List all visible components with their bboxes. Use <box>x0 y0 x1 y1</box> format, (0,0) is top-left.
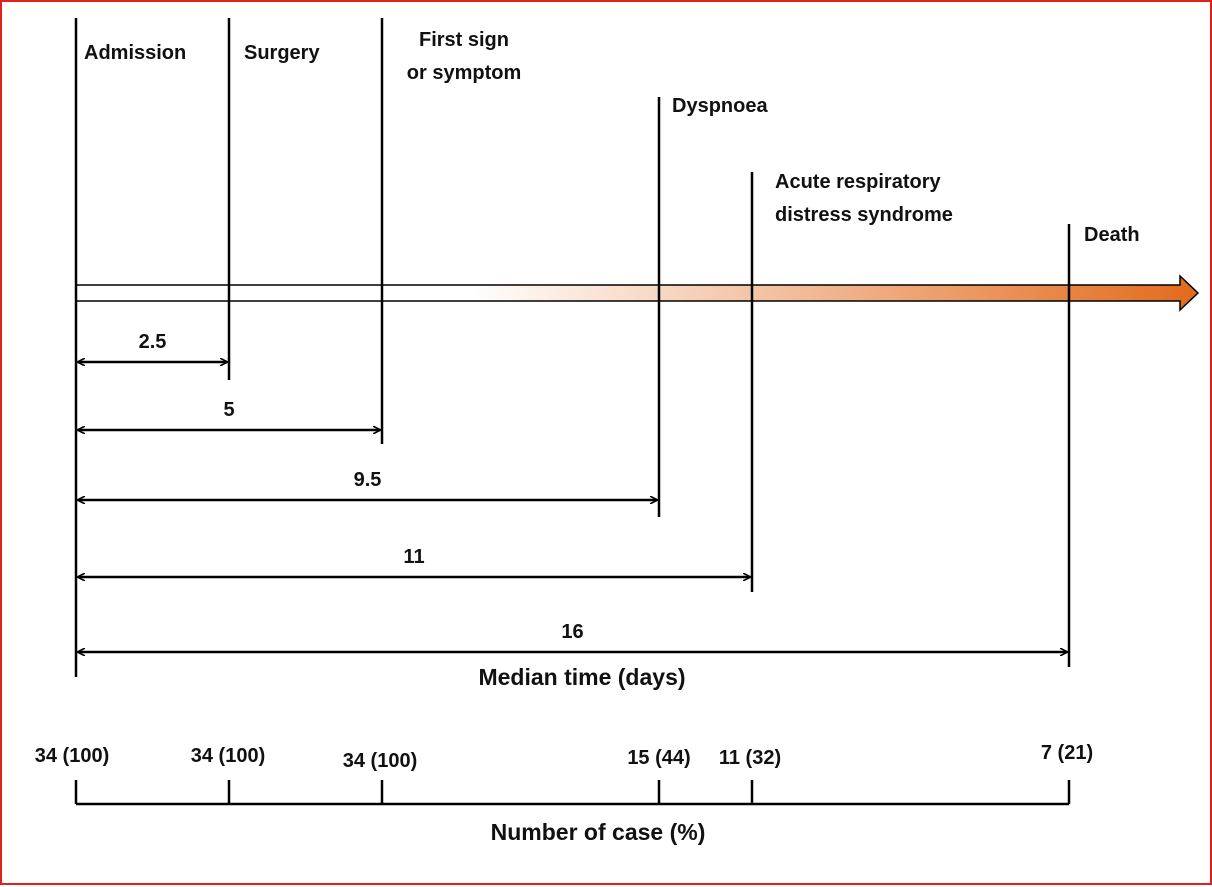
time-arrow <box>75 274 1200 312</box>
event-label-death: Death <box>1084 224 1140 246</box>
case-count-surgery: 34 (100) <box>191 745 266 767</box>
median-value-dyspnoea: 9.5 <box>354 469 382 491</box>
case-count-ards: 11 (32) <box>719 747 781 769</box>
event-label-dyspnoea: Dyspnoea <box>672 95 768 117</box>
case-count-admission: 34 (100) <box>35 745 110 767</box>
case-count-death: 7 (21) <box>1041 742 1093 764</box>
event-label-surgery: Surgery <box>244 42 320 64</box>
median-value-death: 16 <box>561 621 583 643</box>
median-value-ards: 11 <box>403 546 424 568</box>
case-count-first-sign: 34 (100) <box>343 750 418 772</box>
case-count-axis <box>74 780 1071 806</box>
median-time-axis-label: Median time (days) <box>478 664 685 690</box>
case-count-dyspnoea: 15 (44) <box>627 747 690 769</box>
median-value-surgery: 2.5 <box>139 331 167 353</box>
event-label-first-sign: First sign or symptom <box>407 29 521 84</box>
median-value-first-sign: 5 <box>223 399 234 421</box>
case-count-axis-label: Number of case (%) <box>491 819 706 845</box>
event-label-admission: Admission <box>84 42 186 64</box>
event-label-ards: Acute respiratory distress syndrome <box>775 171 953 226</box>
